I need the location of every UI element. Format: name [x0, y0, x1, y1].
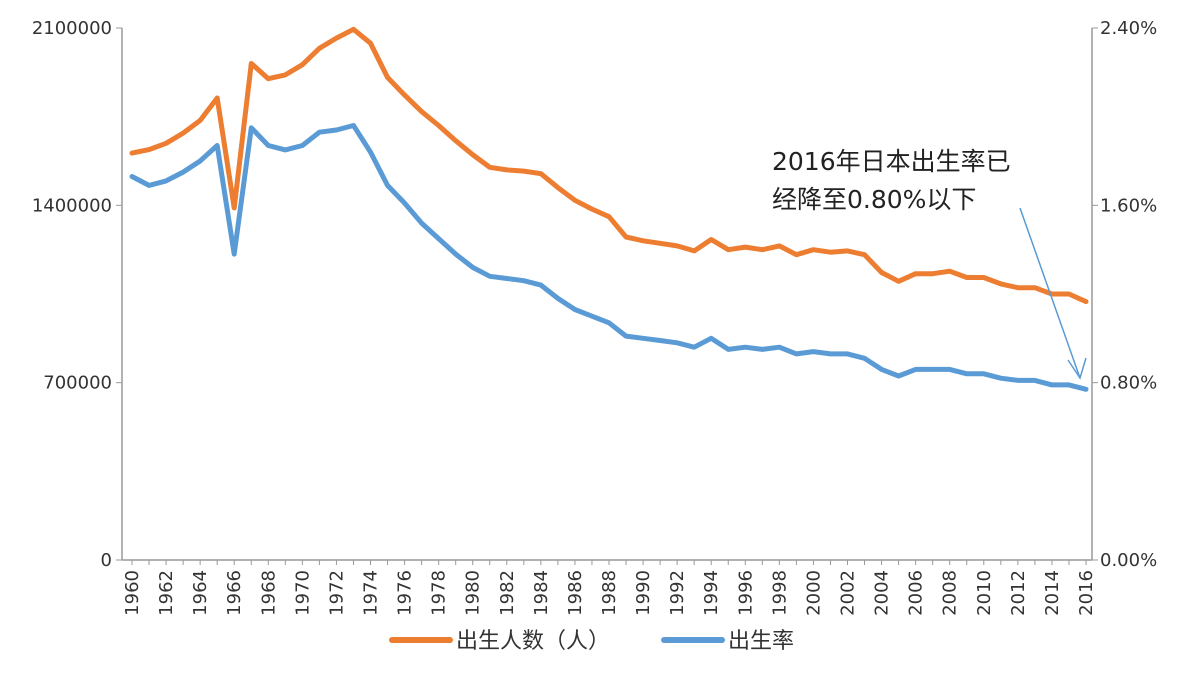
left-tick-label: 2100000	[32, 18, 112, 39]
x-tick-label: 2004	[872, 570, 893, 616]
x-tick-label: 1970	[292, 570, 313, 616]
x-tick-label: 1966	[224, 570, 245, 616]
x-tick-label: 1990	[633, 570, 654, 616]
axes: 0 700000 1400000 2100000 0.00% 0.80% 1.60% 2.40…	[32, 18, 1157, 616]
x-tick-label: 1974	[361, 570, 382, 616]
left-tick-label: 1400000	[32, 195, 112, 216]
series-lines	[129, 26, 1089, 392]
x-tick-label: 1964	[190, 570, 211, 616]
x-tick-label: 1996	[735, 570, 756, 616]
x-tick-label: 1992	[667, 570, 688, 616]
x-tick-label: 2016	[1076, 570, 1097, 616]
right-tick-label: 0.00%	[1100, 550, 1157, 571]
x-tick-label: 1962	[156, 570, 177, 616]
legend-label-rate: 出生率	[728, 629, 794, 654]
x-tick-label: 1986	[565, 570, 586, 616]
x-tick-label: 1980	[463, 570, 484, 616]
right-tick-label: 2.40%	[1100, 18, 1157, 39]
annotation-line2: 经降至0.80%以下	[772, 185, 976, 214]
annotation-arrow	[1019, 207, 1081, 379]
x-tick-label: 1982	[497, 570, 518, 616]
x-tick-label: 2010	[974, 570, 995, 616]
legend: 出生人数（人） 出生率	[389, 629, 794, 654]
annotation-line1: 2016年日本出生率已	[772, 147, 1011, 176]
births-line	[129, 26, 1089, 305]
x-tick-label: 2014	[1042, 570, 1063, 616]
left-tick-label: 700000	[43, 373, 112, 394]
x-tick-label: 2012	[1008, 570, 1029, 616]
left-tick-label: 0	[101, 550, 112, 571]
x-tick-label: 1988	[599, 570, 620, 616]
annotation: 2016年日本出生率已 经降至0.80%以下	[772, 147, 1087, 380]
x-tick-label: 1984	[531, 570, 552, 616]
x-tick-label: 2000	[803, 570, 824, 616]
x-tick-label: 1994	[701, 570, 722, 616]
birth-rate-line	[129, 123, 1089, 392]
x-tick-label: 1998	[769, 570, 790, 616]
annotation-arrowhead	[1067, 357, 1087, 380]
right-tick-label: 0.80%	[1100, 373, 1157, 394]
x-tick-label: 2008	[940, 570, 961, 616]
x-tick-label: 1976	[395, 570, 416, 616]
x-tick-label: 1960	[122, 570, 143, 616]
x-tick-label: 1972	[326, 570, 347, 616]
x-tick-label: 1978	[429, 570, 450, 616]
x-tick-label: 2006	[906, 570, 927, 616]
x-tick-label: 1968	[258, 570, 279, 616]
legend-label-births: 出生人数（人）	[456, 629, 610, 654]
right-tick-label: 1.60%	[1100, 195, 1157, 216]
x-tick-label: 2002	[838, 570, 859, 616]
